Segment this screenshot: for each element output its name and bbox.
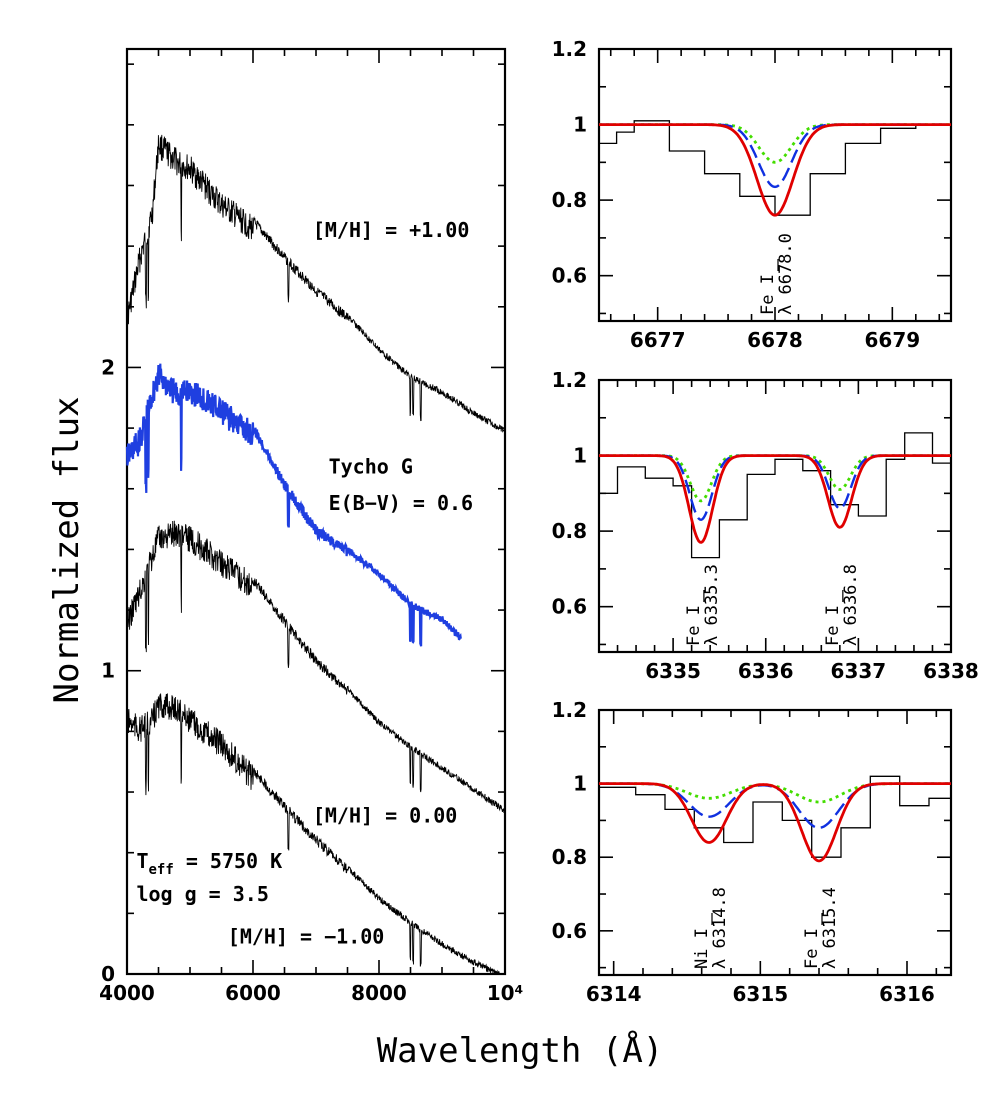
fe-6678-model-red-line <box>599 123 951 217</box>
main-annotation-2: E(B−V) = 0.6 <box>329 491 474 515</box>
main-annotation-5: log g = 3.5 <box>136 882 268 906</box>
ni-fe-6315-model-red-line <box>599 782 951 863</box>
model-spectrum-line-3 <box>126 693 505 975</box>
main-annotation-0: [M/H] = +1.00 <box>313 218 470 242</box>
ni-fe-6315-model-blue-line <box>599 782 951 829</box>
ni-fe-6315-x-tick-label: 6314 <box>586 982 642 1006</box>
fe-6335-6336-y-tick-label: 1 <box>573 444 587 468</box>
fe-6335-6336-line-id-0: Fe I <box>684 605 704 646</box>
model-spectrum-line-0 <box>126 134 506 434</box>
ni-fe-6315-y-tick-label: 1.2 <box>552 698 587 722</box>
fe-6335-6336-observed-histogram <box>599 432 951 559</box>
fe-6335-6336-y-tick-label: 0.8 <box>552 519 587 543</box>
fe-6678-model-blue-line <box>599 123 951 189</box>
fe-6678-x-tick-label: 6679 <box>864 328 920 352</box>
ni-fe-6315-y-tick-label: 0.6 <box>552 919 587 943</box>
ni-fe-6315-y-tick-label: 1 <box>573 772 587 796</box>
fe-6335-6336-x-tick-label: 6338 <box>923 659 979 683</box>
x-axis-label: Wavelength (Å) <box>377 1030 664 1071</box>
ni-fe-6315-x-tick-label: 6316 <box>879 982 935 1006</box>
main-spectra-panel: 4000 6000 8000 10⁴ 0 1 2 [M/H] = +1.00 Tycho G E(… <box>99 47 524 1005</box>
ni-fe-6315-line-id-1: Fe I <box>802 928 822 969</box>
ni-fe-6315-panel: 6314 6315 6316 0.6 0.8 1 1.2 Ni Iλ 6314.8 Fe Iλ … <box>552 698 953 1006</box>
main-annotation-3: [M/H] = 0.00 <box>313 803 458 827</box>
fe-6678-observed-histogram <box>599 120 951 216</box>
fe-6678-x-tick-label: 6678 <box>747 328 803 352</box>
ni-fe-6315-line-wavelength-1: λ 6315.4 <box>820 887 840 969</box>
main-annotation-1: Tycho G <box>329 455 413 479</box>
main-y-tick-label: 0 <box>101 962 115 986</box>
fe-6335-6336-x-tick-label: 6335 <box>645 659 701 683</box>
model-spectrum-line-2 <box>126 520 506 813</box>
ni-fe-6315-frame <box>597 708 953 977</box>
fe-6678-panel: 6677 6678 6679 0.6 0.8 1 1.2 Fe Iλ 6678.0 <box>552 37 953 352</box>
ni-fe-6315-line-id-0: Ni I <box>692 928 712 969</box>
main-x-tick-label: 10⁴ <box>487 981 524 1005</box>
main-x-tick-label: 8000 <box>351 981 407 1005</box>
fe-6678-model-green-line <box>599 123 951 164</box>
fe-6678-y-tick-label: 1.2 <box>552 37 587 61</box>
fe-6335-6336-line-wavelength-0: λ 6335.3 <box>702 564 722 646</box>
main-x-tick-label: 4000 <box>99 981 155 1005</box>
fe-6335-6336-line-wavelength-1: λ 6336.8 <box>841 564 861 646</box>
ni-fe-6315-observed-histogram <box>599 775 951 858</box>
fe-6335-6336-line-id-1: Fe I <box>823 605 843 646</box>
main-annotation-4: Teff = 5750 K <box>136 849 282 878</box>
main-y-tick-label: 1 <box>101 659 115 683</box>
ni-fe-6315-line-wavelength-0: λ 6314.8 <box>710 887 730 969</box>
fe-6678-x-tick-label: 6677 <box>630 328 686 352</box>
fe-6678-line-id-0: Fe I <box>758 274 778 315</box>
fe-6678-y-tick-label: 1 <box>573 113 587 137</box>
y-axis-label: Normalized flux <box>47 396 87 703</box>
fe-6335-6336-y-tick-label: 0.6 <box>552 595 587 619</box>
fe-6335-6336-frame <box>597 378 953 654</box>
fe-6335-6336-x-tick-label: 6336 <box>738 659 794 683</box>
fe-6335-6336-x-tick-label: 6337 <box>831 659 887 683</box>
fe-6335-6336-y-tick-label: 1.2 <box>552 368 587 392</box>
fe-6678-y-tick-label: 0.6 <box>552 264 587 288</box>
fe-6678-y-tick-label: 0.8 <box>552 188 587 212</box>
fe-6678-line-wavelength-0: λ 6678.0 <box>776 233 796 315</box>
ni-fe-6315-y-tick-label: 0.8 <box>552 845 587 869</box>
fe-6335-6336-model-red-line <box>599 454 951 544</box>
main-y-tick-label: 2 <box>101 355 115 379</box>
main-x-tick-label: 6000 <box>225 981 281 1005</box>
main-annotation-6: [M/H] = −1.00 <box>228 925 385 949</box>
ni-fe-6315-x-tick-label: 6315 <box>732 982 788 1006</box>
observed-spectrum-line <box>125 363 462 647</box>
